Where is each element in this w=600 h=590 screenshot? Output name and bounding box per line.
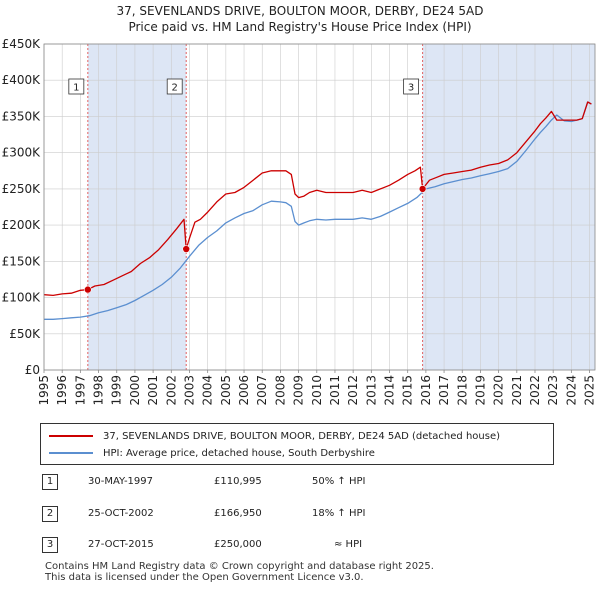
y-tick-label: £150K xyxy=(2,254,42,268)
x-tick-label: 2020 xyxy=(492,375,506,406)
sale-price: £110,995 xyxy=(214,476,262,487)
x-tick-label: 1998 xyxy=(92,375,106,406)
x-tick-label: 2013 xyxy=(364,375,378,406)
sale-hpi-comparison: 50% ↑ HPI xyxy=(312,476,366,487)
sale-date: 25-OCT-2002 xyxy=(88,508,154,519)
sale-label: 1 xyxy=(73,83,79,94)
x-tick-label: 2002 xyxy=(164,375,178,406)
sale-index-badge: 1 xyxy=(42,474,58,490)
x-tick-label: 2024 xyxy=(564,375,578,406)
footer-licence: This data is licensed under the Open Gov… xyxy=(45,572,364,583)
shaded-period xyxy=(87,44,187,370)
y-tick-label: £400K xyxy=(2,73,42,87)
y-tick-label: £300K xyxy=(2,146,42,160)
sale-index-badge: 3 xyxy=(42,537,58,553)
sale-hpi-comparison: 18% ↑ HPI xyxy=(312,508,366,519)
legend-item-property: 37, SEVENLANDS DRIVE, BOULTON MOOR, DERB… xyxy=(49,428,500,444)
hpi-line xyxy=(44,101,592,320)
y-tick-label: £350K xyxy=(2,109,42,123)
x-tick-label: 1996 xyxy=(55,375,69,406)
legend-swatch-property xyxy=(49,435,93,437)
y-tick-label: £50K xyxy=(9,327,41,341)
legend-swatch-hpi xyxy=(49,452,93,454)
x-tick-label: 1995 xyxy=(37,375,51,406)
x-tick-label: 2017 xyxy=(437,375,451,406)
y-tick-label: £250K xyxy=(2,182,42,196)
x-tick-label: 2007 xyxy=(255,375,269,406)
sale-label: 3 xyxy=(408,83,414,94)
x-tick-label: 2000 xyxy=(128,375,142,406)
chart-subtitle: Price paid vs. HM Land Registry's House … xyxy=(128,20,472,34)
y-tick-label: £0 xyxy=(25,363,40,377)
y-tick-label: £450K xyxy=(2,37,42,51)
sale-label-box xyxy=(68,78,85,95)
x-tick-label: 2005 xyxy=(219,375,233,406)
x-tick-label: 2022 xyxy=(528,375,542,406)
x-tick-label: 2019 xyxy=(473,375,487,406)
x-tick-label: 2006 xyxy=(237,375,251,406)
chart-title: 37, SEVENLANDS DRIVE, BOULTON MOOR, DERB… xyxy=(116,4,484,18)
x-tick-label: 2001 xyxy=(146,375,160,406)
footer-copyright: Contains HM Land Registry data © Crown c… xyxy=(45,561,434,572)
x-tick-label: 2008 xyxy=(273,375,287,406)
chart-legend: 37, SEVENLANDS DRIVE, BOULTON MOOR, DERB… xyxy=(40,423,554,465)
y-tick-label: £100K xyxy=(2,291,42,305)
sale-date: 27-OCT-2015 xyxy=(88,539,154,550)
x-tick-label: 2004 xyxy=(201,375,215,406)
x-tick-label: 2023 xyxy=(546,375,560,406)
legend-label-hpi: HPI: Average price, detached house, Sout… xyxy=(103,447,375,459)
plot-frame xyxy=(43,43,596,371)
sale-date: 30-MAY-1997 xyxy=(88,476,154,487)
x-tick-label: 2011 xyxy=(328,375,342,406)
x-tick-label: 2009 xyxy=(292,375,306,406)
sale-point xyxy=(84,285,92,294)
x-tick-label: 2025 xyxy=(583,375,597,406)
x-tick-label: 2015 xyxy=(401,375,415,406)
property-price-line xyxy=(43,101,592,297)
x-tick-label: 2012 xyxy=(346,375,360,406)
x-tick-label: 2014 xyxy=(383,375,397,406)
sale-label-box xyxy=(166,78,183,95)
x-tick-label: 2021 xyxy=(510,375,524,406)
sale-price: £250,000 xyxy=(214,539,262,550)
sale-label: 2 xyxy=(172,83,178,94)
sale-index-badge: 2 xyxy=(42,506,58,522)
x-tick-label: 1997 xyxy=(73,375,87,406)
shaded-period xyxy=(422,44,595,370)
x-tick-label: 1999 xyxy=(110,375,124,406)
sale-price: £166,950 xyxy=(214,508,262,519)
sale-hpi-comparison: ≈ HPI xyxy=(334,539,363,550)
legend-item-hpi: HPI: Average price, detached house, Sout… xyxy=(49,445,375,461)
price-chart: 1 2 3 £0 £50K £100K £150K £200K £250K £300K £350K £… xyxy=(2,37,597,406)
x-tick-label: 2016 xyxy=(419,375,433,406)
sale-point xyxy=(182,245,191,253)
sale-label-box xyxy=(403,78,420,95)
x-tick-label: 2018 xyxy=(455,375,469,406)
x-tick-label: 2010 xyxy=(310,375,324,406)
x-tick-label: 2003 xyxy=(182,375,196,406)
sale-point xyxy=(418,185,427,193)
legend-label-property: 37, SEVENLANDS DRIVE, BOULTON MOOR, DERB… xyxy=(103,430,501,442)
y-tick-label: £200K xyxy=(2,218,42,232)
